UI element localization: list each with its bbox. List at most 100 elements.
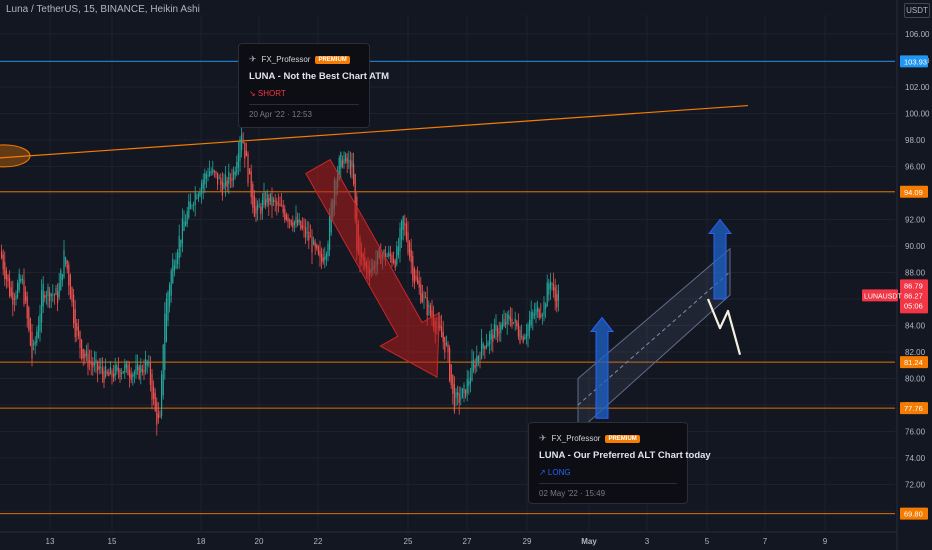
time-tick-label: May [581, 537, 597, 546]
candle-body [69, 275, 71, 300]
candle-body [385, 253, 387, 260]
candle-body [399, 228, 401, 251]
price-tick-label: 80.00 [905, 375, 926, 384]
candle-body [156, 401, 158, 425]
candle-body [354, 174, 356, 220]
candle-body [109, 367, 111, 375]
symbol-info[interactable]: Luna / TetherUS, 15, BINANCE, Heikin Ash… [6, 4, 200, 15]
idea-card-long[interactable]: ✈ FX_Professor PREMIUM LUNA - Our Prefer… [528, 422, 711, 504]
candle-body [124, 364, 126, 373]
candle-body [545, 304, 547, 309]
current-price-label: 86.27 [904, 291, 923, 300]
candle-body [217, 172, 219, 185]
candle-body [452, 374, 454, 394]
candle-body [149, 362, 151, 385]
candle-body [418, 280, 420, 288]
idea-title[interactable]: LUNA - Not the Best Chart ATM [249, 71, 390, 82]
candle-body [21, 278, 23, 281]
idea-card-short[interactable]: ✈ FX_Professor PREMIUM LUNA - Not the Be… [238, 43, 389, 128]
candle-body [33, 343, 35, 346]
idea-direction: ↘ SHORT [249, 89, 286, 98]
idea-author[interactable]: FX_Professor [261, 55, 311, 64]
candle-body [268, 197, 270, 205]
price-tick-label: 82.00 [905, 348, 926, 357]
candle-body [111, 370, 113, 377]
candle-body [34, 341, 36, 345]
candle-body [353, 163, 355, 185]
candle-body [263, 193, 265, 206]
candle-body [541, 315, 543, 316]
price-tick-label: 76.00 [905, 428, 926, 437]
candle-body [445, 343, 447, 345]
candle-body [529, 319, 531, 331]
price-tick-label: 92.00 [905, 216, 926, 225]
candle-body [325, 253, 327, 259]
candle-body [340, 152, 342, 169]
candle-body [383, 250, 385, 257]
candle-body [7, 274, 9, 282]
candle-body [196, 197, 198, 199]
short-arrow [305, 158, 441, 379]
candle-body [444, 336, 446, 353]
candle-body [105, 366, 107, 377]
candle-body [492, 334, 494, 342]
price-tick-label: 74.00 [905, 454, 926, 463]
candle-body [506, 313, 508, 324]
candle-body [260, 206, 262, 215]
candle-body [47, 286, 49, 297]
candle-body [87, 353, 89, 368]
candle-body [169, 285, 171, 307]
candle-body [546, 282, 548, 307]
candle-body [540, 313, 542, 318]
candle-body [82, 349, 84, 359]
candle-body [338, 157, 340, 180]
candle-body [329, 214, 331, 251]
idea-author[interactable]: FX_Professor [551, 434, 601, 443]
candle-body [303, 226, 305, 228]
candle-body [13, 298, 15, 300]
candle-body [212, 169, 214, 173]
candle-body [522, 336, 524, 343]
premium-badge: PREMIUM [315, 55, 350, 64]
candle-body [113, 373, 115, 379]
candle-body [183, 221, 185, 231]
candle-body [10, 287, 12, 297]
drawing-overlay [305, 158, 742, 419]
candle-body [447, 343, 449, 352]
candle-body [290, 220, 292, 225]
level-price-label-bg [900, 507, 928, 520]
candle-body [415, 275, 417, 280]
time-tick-label: 25 [404, 537, 413, 546]
candle-body [209, 170, 211, 176]
level-price-label: 77.76 [904, 404, 923, 413]
candle-body [505, 322, 507, 325]
candle-body [255, 206, 257, 214]
candle-body [420, 284, 422, 303]
price-tick-label: 90.00 [905, 242, 926, 251]
candle-body [297, 219, 299, 225]
candle-body [221, 181, 223, 196]
candle-body [137, 364, 139, 370]
idea-title[interactable]: LUNA - Our Preferred ALT Chart today [539, 450, 711, 461]
candle-body [245, 150, 247, 157]
candle-body [39, 313, 41, 332]
candle-body [191, 205, 193, 207]
currency-selector[interactable]: USDT [904, 3, 930, 18]
candle-body [106, 371, 108, 374]
candle-body [527, 324, 529, 337]
candle-body [1, 251, 3, 259]
candle-body [220, 178, 222, 185]
candle-body [265, 199, 267, 206]
candle-body [274, 200, 276, 202]
candle-body [140, 365, 142, 373]
candle-body [497, 328, 499, 337]
price-tick-label: 106.00 [905, 30, 930, 39]
candle-body [100, 367, 102, 369]
candle-body [9, 278, 11, 296]
candle-body [65, 257, 67, 264]
symbol-tag: LUNAUSDT [864, 293, 902, 300]
candle-body [244, 142, 246, 159]
candle-body [71, 287, 73, 302]
candle-body [300, 220, 302, 230]
